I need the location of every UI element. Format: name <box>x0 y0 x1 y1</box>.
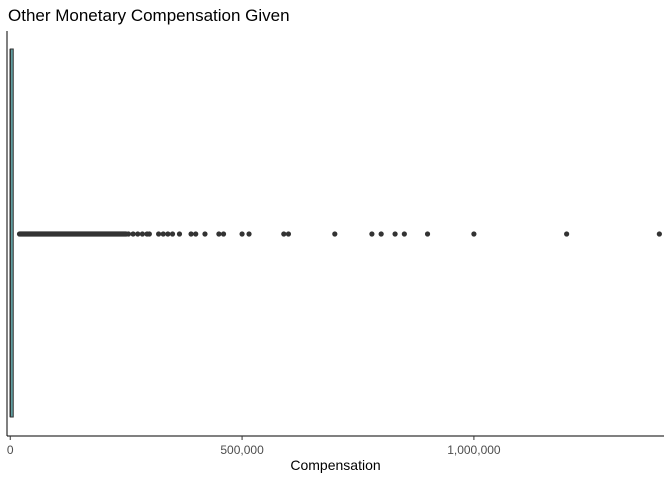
outlier-point <box>193 231 199 237</box>
outlier-point <box>202 231 208 237</box>
outlier-point <box>135 231 141 237</box>
chart-title: Other Monetary Compensation Given <box>8 6 290 25</box>
outlier-point <box>139 231 145 237</box>
outlier-point <box>332 231 338 237</box>
outlier-point <box>188 231 194 237</box>
outlier-point <box>146 231 152 237</box>
outlier-point <box>216 231 222 237</box>
outlier-point <box>424 231 431 237</box>
outlier-point <box>239 231 245 237</box>
outlier-point <box>401 231 407 237</box>
outlier-point <box>471 231 477 237</box>
outlier-point <box>285 231 292 237</box>
outlier-point <box>130 231 136 237</box>
x-tick-label: 500,000 <box>220 443 264 457</box>
x-tick-label: 0 <box>7 443 14 457</box>
outlier-point <box>378 231 384 237</box>
outlier-point <box>369 231 375 237</box>
x-axis-ticks: 0 500,000 1,000,000 <box>7 436 501 457</box>
outlier-point <box>165 231 171 237</box>
outlier-point <box>564 231 570 237</box>
outlier-point <box>392 231 398 237</box>
outlier-point <box>169 231 176 237</box>
outlier-point <box>176 231 183 237</box>
outlier-point <box>125 231 132 237</box>
outlier-point <box>246 231 252 237</box>
x-axis-title: Compensation <box>290 457 380 473</box>
x-tick-label: 1,000,000 <box>447 443 501 457</box>
chart-marks <box>9 48 662 418</box>
outlier-point <box>281 231 287 237</box>
outlier-point <box>220 231 227 237</box>
outlier-point <box>656 231 662 237</box>
outlier-point <box>156 231 162 237</box>
outlier-point <box>160 231 166 237</box>
